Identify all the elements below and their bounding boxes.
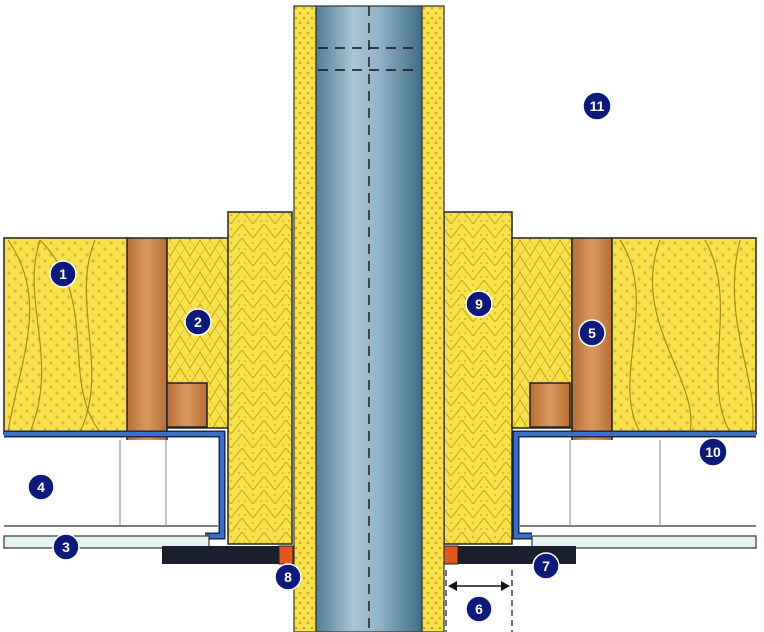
left-timber-block xyxy=(166,382,208,428)
callout-4: 4 xyxy=(27,473,55,501)
right-main-insulation xyxy=(611,237,757,435)
callout-9: 9 xyxy=(465,290,493,318)
left-intumescent-strip xyxy=(278,545,294,565)
callout-7: 7 xyxy=(532,552,560,580)
svg-text:9: 9 xyxy=(475,296,483,312)
svg-text:11: 11 xyxy=(590,98,605,114)
svg-text:3: 3 xyxy=(62,539,70,555)
pipe-sheath-right xyxy=(421,5,445,632)
left-collar-insulation xyxy=(227,211,293,545)
callout-11: 11 xyxy=(582,91,612,121)
right-vapour-membrane xyxy=(512,430,756,540)
clearance-dimension xyxy=(445,570,513,632)
right-intumescent-strip xyxy=(443,545,459,565)
pipe-sheath-left xyxy=(293,5,317,632)
callout-5: 5 xyxy=(578,319,606,347)
callout-2: 2 xyxy=(184,308,212,336)
right-collar-insulation xyxy=(443,211,513,545)
svg-text:10: 10 xyxy=(705,444,721,460)
callout-6: 6 xyxy=(465,595,493,623)
right-ceiling-board xyxy=(531,535,757,549)
svg-text:7: 7 xyxy=(542,558,550,574)
svg-text:4: 4 xyxy=(37,479,45,495)
left-seal-plate xyxy=(162,546,280,564)
svg-text:6: 6 xyxy=(475,601,483,617)
svg-text:8: 8 xyxy=(284,569,292,585)
callout-10: 10 xyxy=(698,437,728,467)
left-vapour-membrane xyxy=(4,430,226,540)
svg-text:1: 1 xyxy=(59,266,67,282)
callout-3: 3 xyxy=(52,533,80,561)
callout-1: 1 xyxy=(49,260,77,288)
svg-text:5: 5 xyxy=(588,325,596,341)
callout-8: 8 xyxy=(274,563,302,591)
right-timber-block xyxy=(529,382,571,428)
svg-text:2: 2 xyxy=(194,314,202,330)
